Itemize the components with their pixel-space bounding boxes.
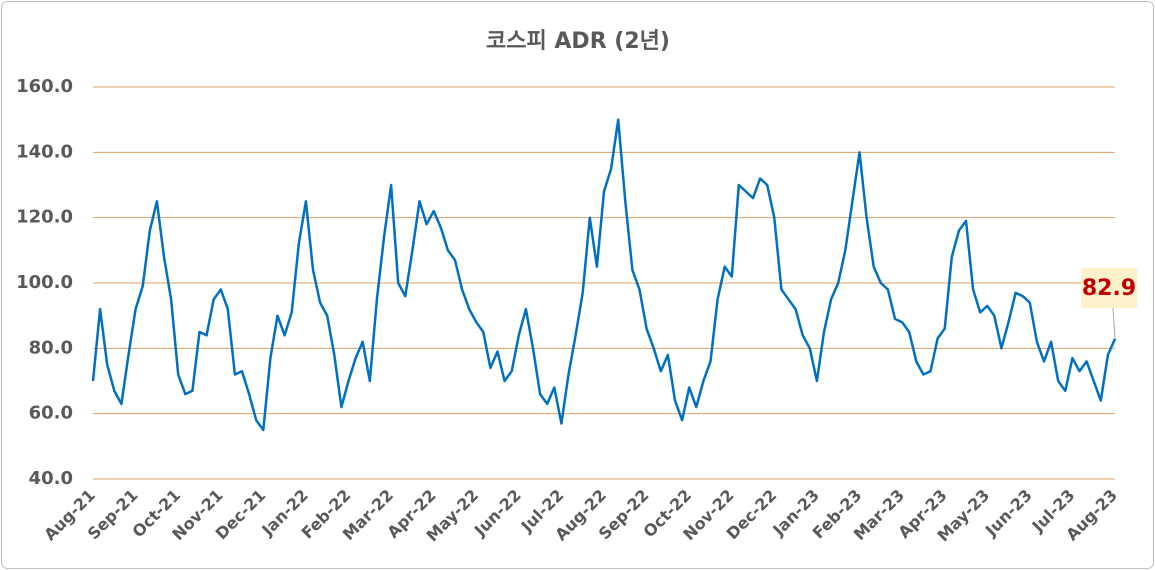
y-tick-label: 120.0 (16, 207, 73, 228)
data-line (91, 118, 1117, 432)
y-tick-label: 60.0 (29, 403, 73, 424)
value-label: 82.9 (1082, 276, 1136, 301)
value-label-box (1081, 268, 1137, 308)
y-tick-label: 140.0 (16, 141, 73, 162)
y-tick-label: 80.0 (29, 337, 73, 358)
label-leader (1112, 307, 1116, 339)
y-tick-label: 40.0 (29, 468, 73, 489)
chart-title: 코스피 ADR (2년) (486, 29, 670, 54)
y-tick-label: 100.0 (16, 272, 73, 293)
y-tick-label: 160.0 (16, 76, 73, 97)
